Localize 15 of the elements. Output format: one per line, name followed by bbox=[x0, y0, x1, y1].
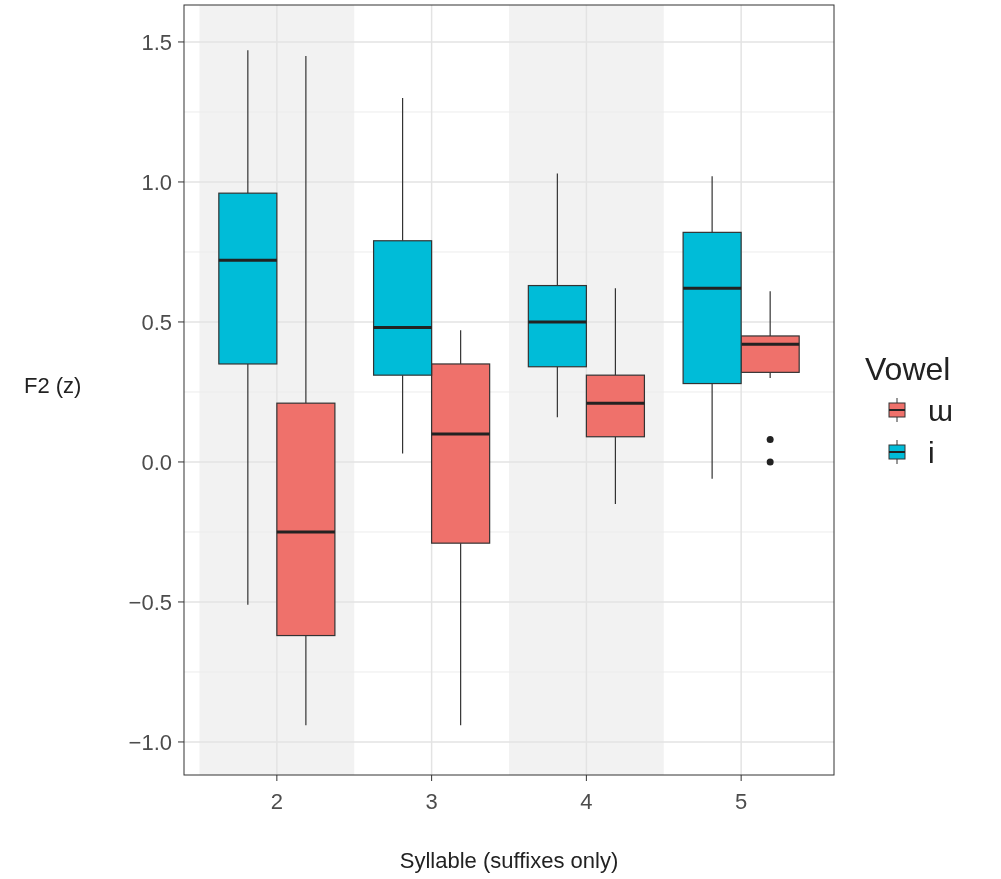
legend-title: Vowel bbox=[865, 351, 951, 387]
legend-label: i bbox=[928, 435, 935, 469]
y-tick-label: 0.0 bbox=[141, 449, 172, 475]
y-axis-title: F2 (z) bbox=[24, 372, 82, 398]
legend-label: ɯ bbox=[928, 393, 953, 427]
x-tick-label: 3 bbox=[425, 789, 438, 814]
x-tick-label: 5 bbox=[735, 789, 748, 814]
y-tick-label: 0.5 bbox=[141, 309, 172, 335]
y-tick-label: 1.0 bbox=[141, 169, 172, 195]
y-tick-label: 1.5 bbox=[141, 29, 172, 55]
y-tick-label: −1.0 bbox=[128, 729, 172, 755]
x-axis-title: Syllable (suffixes only) bbox=[399, 848, 619, 873]
y-tick-label: −0.5 bbox=[128, 589, 172, 615]
x-tick-label: 2 bbox=[270, 789, 283, 814]
x-tick-label: 4 bbox=[580, 789, 593, 814]
